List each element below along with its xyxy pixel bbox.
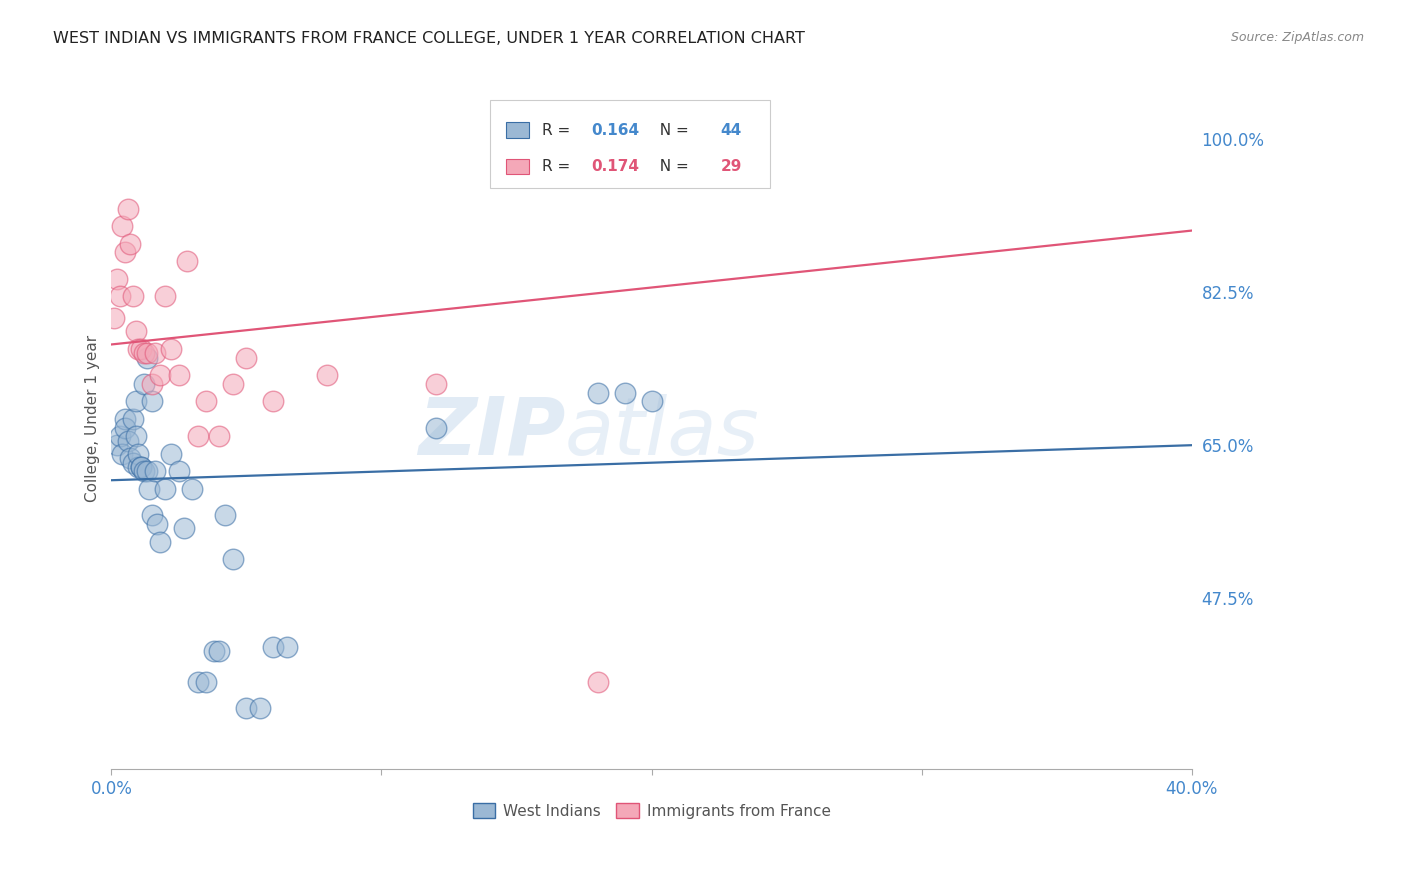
Point <box>187 429 209 443</box>
Point <box>316 368 339 383</box>
Text: N =: N = <box>651 159 695 174</box>
Point <box>222 376 245 391</box>
Point <box>187 674 209 689</box>
Point <box>103 311 125 326</box>
Point <box>122 412 145 426</box>
Text: WEST INDIAN VS IMMIGRANTS FROM FRANCE COLLEGE, UNDER 1 YEAR CORRELATION CHART: WEST INDIAN VS IMMIGRANTS FROM FRANCE CO… <box>53 31 806 46</box>
Text: 0.164: 0.164 <box>591 123 640 137</box>
Point <box>135 351 157 365</box>
Point <box>111 219 134 234</box>
Point <box>146 516 169 531</box>
Point <box>129 342 152 356</box>
Point <box>114 245 136 260</box>
Point <box>181 482 204 496</box>
Point <box>127 447 149 461</box>
Point <box>425 376 447 391</box>
Text: ZIP: ZIP <box>418 394 565 472</box>
Point <box>127 460 149 475</box>
Point <box>208 644 231 658</box>
FancyBboxPatch shape <box>489 100 770 187</box>
Point <box>105 272 128 286</box>
Y-axis label: College, Under 1 year: College, Under 1 year <box>86 335 100 502</box>
Point <box>117 434 139 448</box>
Point <box>105 438 128 452</box>
Point <box>143 346 166 360</box>
Point <box>262 394 284 409</box>
Point <box>173 521 195 535</box>
Point <box>138 482 160 496</box>
Legend: West Indians, Immigrants from France: West Indians, Immigrants from France <box>467 797 837 825</box>
Point <box>141 376 163 391</box>
Text: atlas: atlas <box>565 394 759 472</box>
Point <box>111 447 134 461</box>
Text: R =: R = <box>543 159 575 174</box>
Point <box>149 368 172 383</box>
Point <box>122 456 145 470</box>
Point <box>132 465 155 479</box>
Point <box>167 465 190 479</box>
Point <box>108 429 131 443</box>
Text: R =: R = <box>543 123 575 137</box>
Point <box>129 460 152 475</box>
Point <box>117 202 139 216</box>
Point <box>194 674 217 689</box>
Point <box>141 394 163 409</box>
Point <box>176 254 198 268</box>
Point <box>160 447 183 461</box>
Point <box>135 346 157 360</box>
Point <box>194 394 217 409</box>
Point <box>235 701 257 715</box>
Point <box>129 460 152 475</box>
Point <box>143 465 166 479</box>
Point <box>613 385 636 400</box>
Point <box>132 346 155 360</box>
Point <box>586 385 609 400</box>
Point <box>222 552 245 566</box>
Point <box>122 289 145 303</box>
Point <box>114 412 136 426</box>
Point <box>425 420 447 434</box>
FancyBboxPatch shape <box>506 122 530 138</box>
Point <box>208 429 231 443</box>
Point <box>120 236 142 251</box>
Point <box>114 420 136 434</box>
Point <box>202 644 225 658</box>
Point <box>167 368 190 383</box>
Point <box>141 508 163 523</box>
Point <box>214 508 236 523</box>
FancyBboxPatch shape <box>506 159 530 174</box>
Point <box>276 640 298 654</box>
Point <box>108 289 131 303</box>
Point <box>125 429 148 443</box>
Point <box>262 640 284 654</box>
Point <box>586 674 609 689</box>
Point <box>155 482 177 496</box>
Text: N =: N = <box>651 123 695 137</box>
Point <box>125 394 148 409</box>
Point <box>127 342 149 356</box>
Point <box>155 289 177 303</box>
Point <box>640 394 662 409</box>
Point <box>149 534 172 549</box>
Text: 44: 44 <box>721 123 742 137</box>
Point <box>235 351 257 365</box>
Text: 0.174: 0.174 <box>591 159 640 174</box>
Point <box>120 451 142 466</box>
Point <box>125 324 148 338</box>
Point <box>160 342 183 356</box>
Point <box>135 465 157 479</box>
Text: Source: ZipAtlas.com: Source: ZipAtlas.com <box>1230 31 1364 45</box>
Point <box>249 701 271 715</box>
Point <box>132 376 155 391</box>
Text: 29: 29 <box>721 159 742 174</box>
